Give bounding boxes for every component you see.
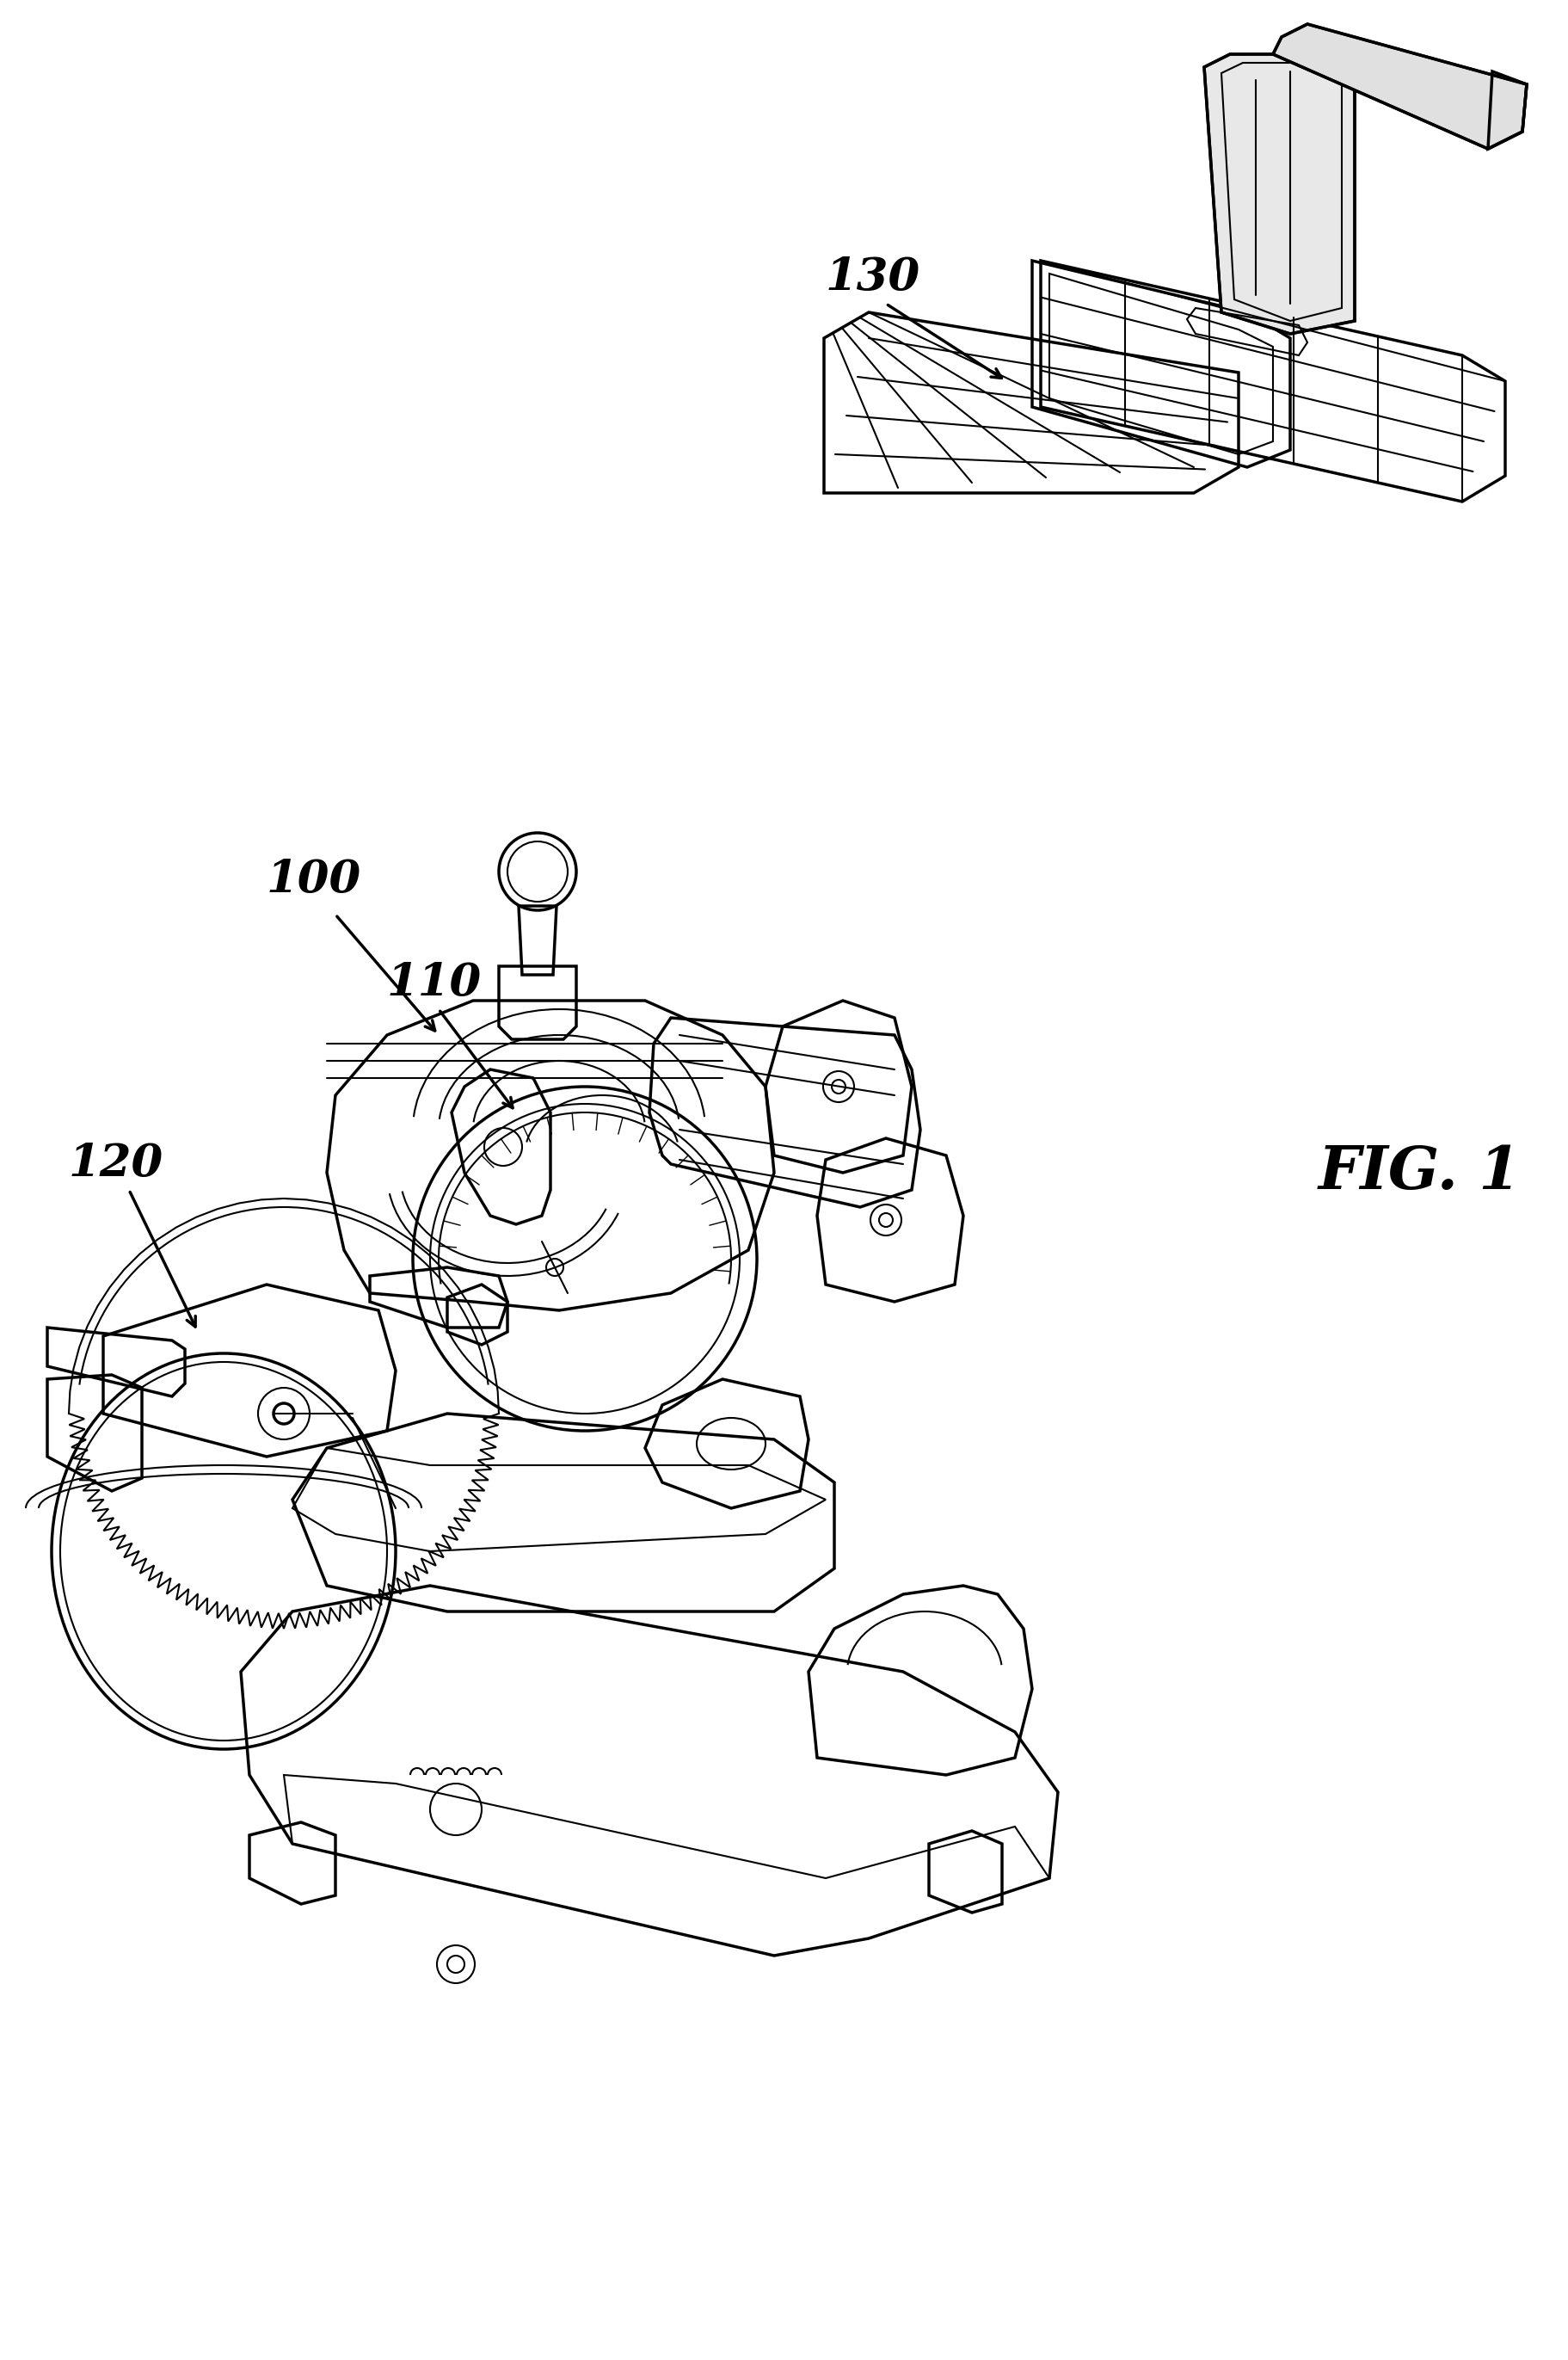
Polygon shape [1204, 54, 1353, 333]
Text: 130: 130 [825, 255, 920, 300]
Text: FIG. 1: FIG. 1 [1317, 1145, 1519, 1201]
Text: 100: 100 [267, 859, 361, 902]
Text: 110: 110 [387, 961, 481, 1005]
Polygon shape [1272, 24, 1526, 149]
Text: 120: 120 [69, 1142, 163, 1187]
